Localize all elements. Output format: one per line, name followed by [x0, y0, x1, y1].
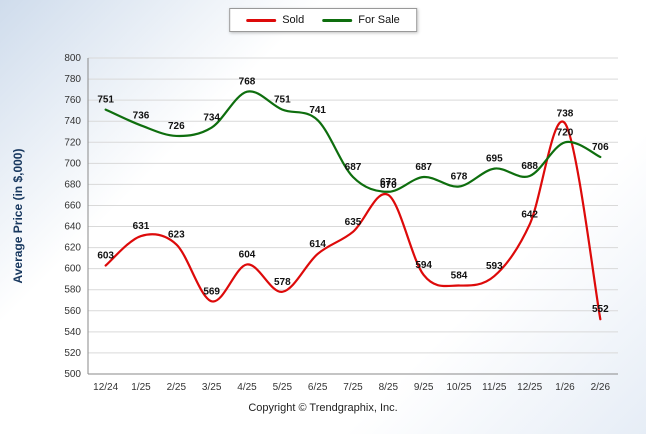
- svg-text:640: 640: [64, 222, 81, 233]
- svg-text:614: 614: [309, 239, 326, 250]
- legend-item-sold: Sold: [246, 14, 304, 26]
- legend-label-for-sale: For Sale: [358, 14, 400, 26]
- svg-text:620: 620: [64, 243, 81, 254]
- line-chart-plot: 500 520 540 560 580 600 620 640 660 680 700 720 740 7…: [11, 53, 618, 390]
- svg-text:680: 680: [64, 179, 81, 190]
- svg-text:1/25: 1/25: [131, 382, 151, 390]
- svg-text:7/25: 7/25: [343, 382, 363, 390]
- svg-text:760: 760: [64, 95, 81, 106]
- svg-text:738: 738: [557, 108, 574, 119]
- svg-text:673: 673: [380, 177, 397, 188]
- svg-text:9/25: 9/25: [414, 382, 434, 390]
- svg-text:560: 560: [64, 306, 81, 317]
- svg-text:751: 751: [274, 95, 291, 106]
- svg-text:4/25: 4/25: [237, 382, 257, 390]
- svg-text:3/25: 3/25: [202, 382, 222, 390]
- svg-text:500: 500: [64, 369, 81, 380]
- svg-text:12/24: 12/24: [93, 382, 118, 390]
- svg-text:688: 688: [521, 161, 538, 172]
- svg-text:584: 584: [451, 271, 468, 282]
- svg-text:5/25: 5/25: [273, 382, 293, 390]
- svg-text:687: 687: [345, 162, 362, 173]
- svg-text:600: 600: [64, 264, 81, 275]
- svg-text:604: 604: [239, 249, 256, 260]
- svg-text:687: 687: [415, 162, 432, 173]
- svg-text:678: 678: [451, 172, 468, 183]
- svg-text:594: 594: [415, 260, 432, 271]
- svg-text:734: 734: [203, 113, 220, 124]
- svg-text:736: 736: [133, 110, 150, 121]
- svg-text:695: 695: [486, 154, 503, 165]
- for-sale-line-icon: [322, 18, 353, 22]
- svg-text:751: 751: [97, 95, 114, 106]
- svg-text:1/26: 1/26: [555, 382, 575, 390]
- copyright-text: Copyright © Trendgraphix, Inc.: [248, 402, 398, 414]
- svg-text:Average Price (in $,000): Average Price (in $,000): [11, 149, 25, 284]
- svg-text:642: 642: [521, 209, 538, 220]
- svg-text:768: 768: [239, 77, 256, 88]
- svg-text:631: 631: [133, 221, 150, 232]
- svg-text:700: 700: [64, 158, 81, 169]
- sold-line-icon: [246, 18, 277, 22]
- svg-text:726: 726: [168, 121, 185, 132]
- svg-text:741: 741: [309, 105, 326, 116]
- svg-text:720: 720: [557, 127, 574, 138]
- svg-text:720: 720: [64, 137, 81, 148]
- svg-text:6/25: 6/25: [308, 382, 328, 390]
- svg-text:800: 800: [64, 53, 81, 64]
- svg-text:569: 569: [203, 286, 220, 297]
- svg-text:540: 540: [64, 327, 81, 338]
- svg-text:670: 670: [380, 180, 397, 191]
- svg-text:593: 593: [486, 261, 503, 272]
- svg-text:2/26: 2/26: [591, 382, 611, 390]
- svg-text:578: 578: [274, 277, 291, 288]
- svg-text:780: 780: [64, 74, 81, 85]
- legend-item-for-sale: For Sale: [322, 14, 400, 26]
- svg-text:11/25: 11/25: [482, 382, 507, 390]
- svg-text:580: 580: [64, 285, 81, 296]
- svg-text:8/25: 8/25: [379, 382, 399, 390]
- svg-text:706: 706: [592, 142, 609, 153]
- svg-text:552: 552: [592, 304, 609, 315]
- svg-text:10/25: 10/25: [446, 382, 471, 390]
- svg-text:623: 623: [168, 229, 185, 240]
- svg-text:603: 603: [97, 251, 114, 262]
- svg-text:635: 635: [345, 217, 362, 228]
- svg-text:520: 520: [64, 348, 81, 359]
- chart-legend: Sold For Sale: [229, 8, 417, 32]
- svg-text:12/25: 12/25: [517, 382, 542, 390]
- svg-text:660: 660: [64, 200, 81, 211]
- svg-text:740: 740: [64, 116, 81, 127]
- svg-text:2/25: 2/25: [167, 382, 187, 390]
- legend-label-sold: Sold: [282, 14, 305, 26]
